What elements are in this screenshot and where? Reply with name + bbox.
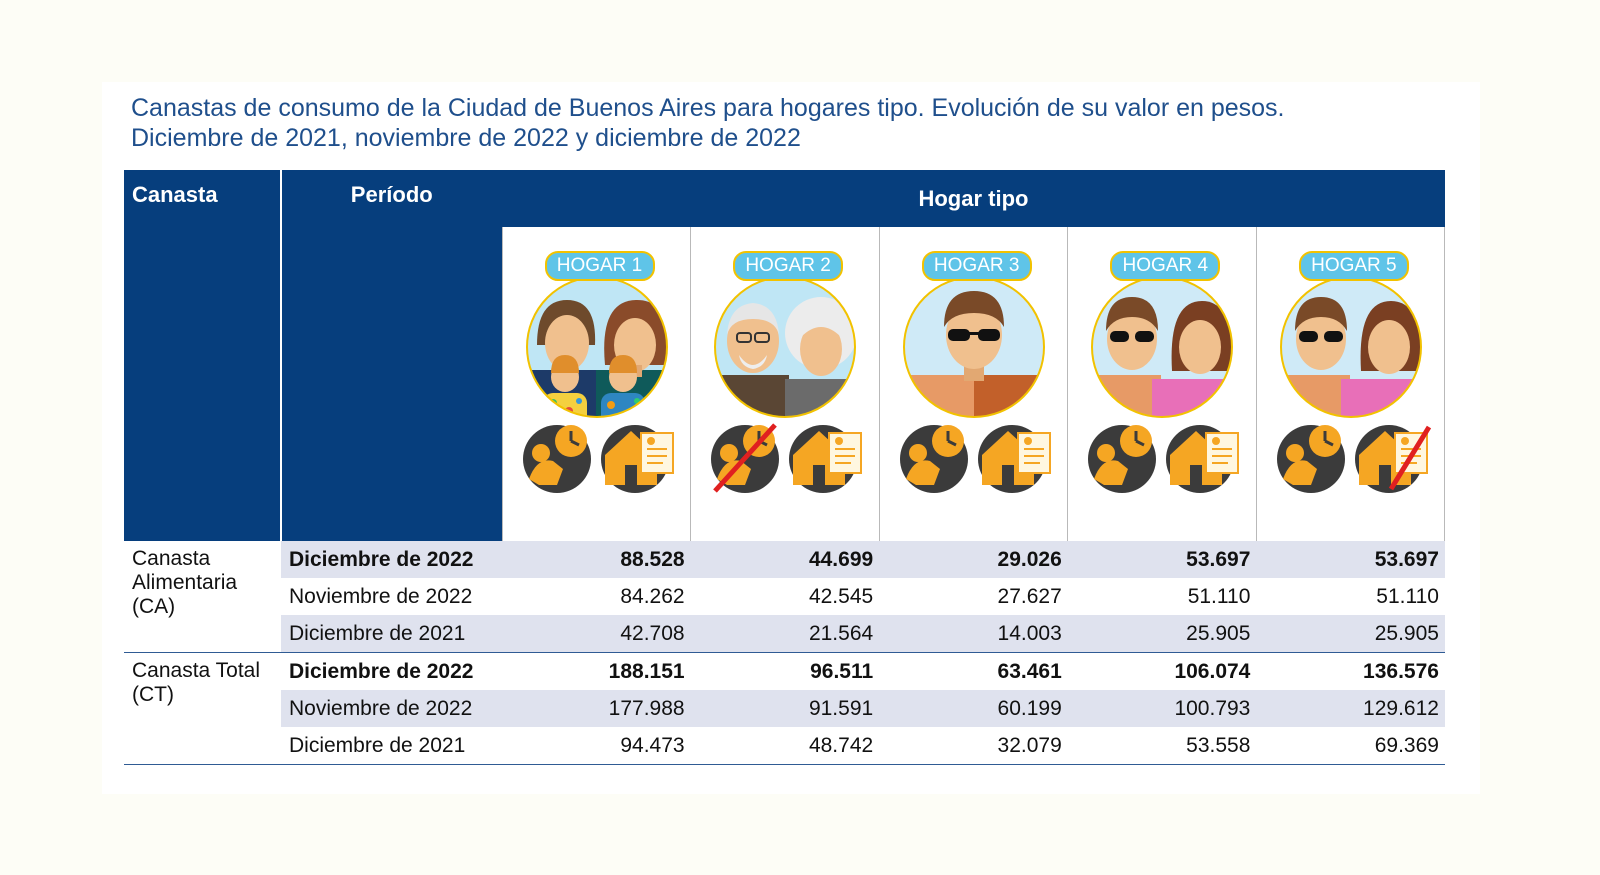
value-cell: 51.110 <box>1187 584 1251 608</box>
value-cell: 84.262 <box>620 584 685 608</box>
value-cell: 42.545 <box>808 584 874 608</box>
house-document-icon <box>600 425 674 493</box>
value-cell: 188.151 <box>502 652 691 690</box>
work-clock-icon <box>1276 425 1345 493</box>
hogar-2-badge: HOGAR 2 <box>733 251 844 281</box>
family-four-icon <box>525 276 668 418</box>
value-cell: 25.905 <box>1256 615 1445 653</box>
elderly-couple-icon <box>714 276 857 418</box>
hogar-icons-row: HOGAR 1 <box>124 227 1446 541</box>
no-house-document-icon <box>1354 425 1431 493</box>
value-cell: 69.369 <box>1256 727 1445 765</box>
value-cell: 42.708 <box>502 615 691 653</box>
value-cell: 94.473 <box>502 727 691 765</box>
value-cell: 106.074 <box>1067 652 1257 690</box>
value-cell: 53.558 <box>1067 727 1257 765</box>
table-row: Canasta Total (CT) Diciembre de 2022 188… <box>124 652 1445 765</box>
value-cell: 29.026 <box>879 541 1068 578</box>
periodo-cell: Diciembre de 2021 <box>281 615 502 653</box>
value-cell: 27.627 <box>997 584 1062 608</box>
header-canasta: Canasta <box>124 170 282 541</box>
hogar-3-badge: HOGAR 3 <box>921 251 1032 281</box>
no-work-icon <box>711 423 780 493</box>
value-cell: 91.591 <box>690 690 880 727</box>
work-clock-icon <box>899 425 968 493</box>
canastas-table: Canasta Período Hogar tipo <box>124 170 1446 765</box>
value-cell: 14.003 <box>879 615 1068 653</box>
value-cell: 21.564 <box>690 615 880 653</box>
value-cell: 53.697 <box>1067 541 1257 578</box>
group-label-ct: Canasta Total (CT) <box>124 652 281 765</box>
periodo-cell: Diciembre de 2021 <box>281 727 502 765</box>
table-row: Diciembre de 2021 94.473 48.742 32.079 5… <box>124 727 1445 765</box>
value-cell: 136.576 <box>1256 652 1445 690</box>
periodo-cell: Diciembre de 2022 <box>281 541 502 578</box>
value-cell: 96.511 <box>690 652 880 690</box>
table-row: Canasta Alimentaria (CA) Diciembre de 20… <box>124 541 1445 653</box>
table-row: Diciembre de 2021 42.708 21.564 14.003 2… <box>124 615 1445 653</box>
value-cell: 32.079 <box>879 727 1068 765</box>
house-document-icon <box>789 425 863 493</box>
couple-icon <box>1279 276 1422 418</box>
value-cell: 48.742 <box>690 727 880 765</box>
title-line-1: Canastas de consumo de la Ciudad de Buen… <box>131 94 1285 122</box>
table-row: Noviembre de 2022 177.988 91.591 60.199 … <box>124 690 1445 727</box>
value-cell: 63.461 <box>879 652 1068 690</box>
value-cell: 25.905 <box>1067 615 1257 653</box>
title-line-2: Diciembre de 2021, noviembre de 2022 y d… <box>131 124 801 152</box>
value-cell: 44.699 <box>690 541 880 578</box>
value-cell: 60.199 <box>879 690 1068 727</box>
hogar-5-cell: HOGAR 5 <box>1255 227 1446 541</box>
table-row: Noviembre de 2022 84.262 42.545 27.627 5… <box>124 578 1445 615</box>
hogar-4-cell: HOGAR 4 <box>1067 227 1257 541</box>
hogar-3-cell: HOGAR 3 <box>878 227 1068 541</box>
value-cell: 100.793 <box>1067 690 1257 727</box>
single-man-icon <box>902 276 1045 418</box>
couple-icon <box>1091 276 1234 418</box>
house-document-icon <box>1166 425 1240 493</box>
periodo-cell: Diciembre de 2022 <box>281 652 502 690</box>
header-periodo: Período <box>281 170 502 541</box>
work-clock-icon <box>1088 425 1157 493</box>
hogar-1-cell: HOGAR 1 <box>501 227 691 541</box>
value-cell: 88.528 <box>502 541 691 578</box>
house-document-icon <box>977 425 1051 493</box>
work-clock-icon <box>522 425 591 493</box>
hogar-4-badge: HOGAR 4 <box>1110 251 1221 281</box>
value-cell: 129.612 <box>1256 690 1445 727</box>
value-cell: 53.697 <box>1256 541 1445 578</box>
hogar-1-badge: HOGAR 1 <box>544 251 655 281</box>
periodo-cell: Noviembre de 2022 <box>289 584 473 608</box>
value-cell: 177.988 <box>502 690 691 727</box>
value-cell: 51.110 <box>1376 584 1439 608</box>
hogar-5-badge: HOGAR 5 <box>1298 251 1409 281</box>
group-label-ca: Canasta Alimentaria (CA) <box>124 541 281 653</box>
hogar-2-cell: HOGAR 2 <box>690 227 880 541</box>
table-title: Canastas de consumo de la Ciudad de Buen… <box>131 93 1451 153</box>
header-hogar-tipo: Hogar tipo <box>502 170 1445 227</box>
periodo-cell: Noviembre de 2022 <box>281 690 502 727</box>
